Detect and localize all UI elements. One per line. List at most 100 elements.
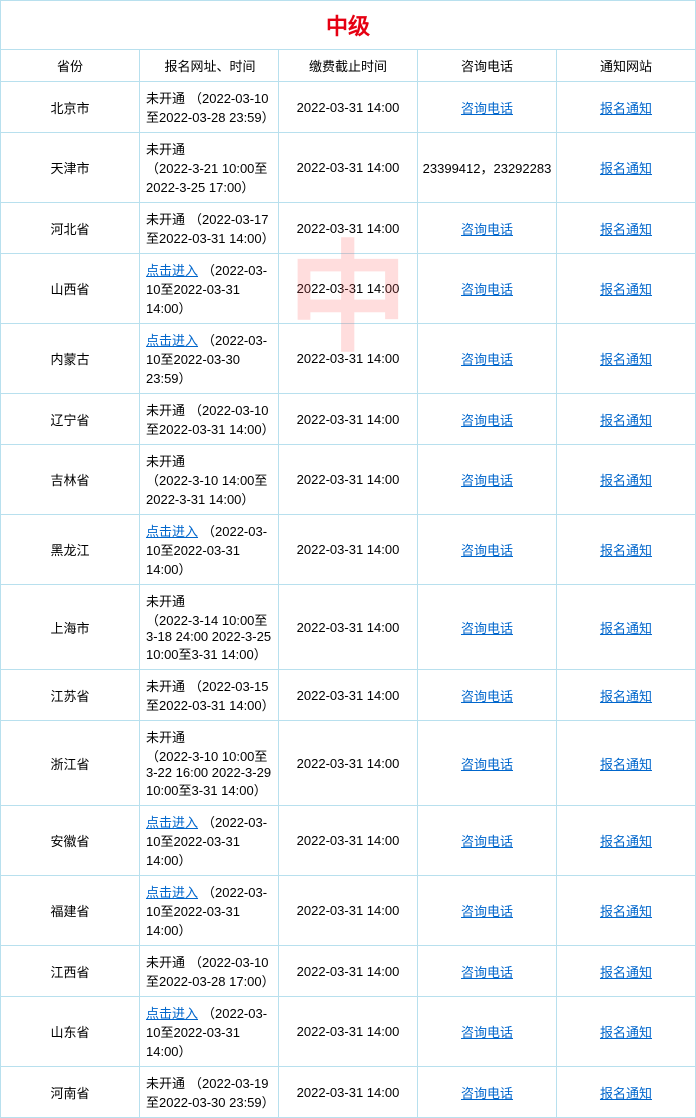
deadline-cell: 2022-03-31 14:00: [279, 946, 418, 997]
reg-status-text: 未开通: [146, 212, 185, 227]
notice-link[interactable]: 报名通知: [600, 689, 652, 704]
reg-entry-link[interactable]: 点击进入: [146, 524, 198, 539]
phone-link[interactable]: 咨询电话: [461, 1086, 513, 1101]
notice-cell: 报名通知: [557, 876, 696, 946]
notice-link[interactable]: 报名通知: [600, 834, 652, 849]
header-row: 省份 报名网址、时间 缴费截止时间 咨询电话 通知网站: [1, 50, 696, 82]
notice-cell: 报名通知: [557, 585, 696, 670]
phone-link[interactable]: 咨询电话: [461, 834, 513, 849]
header-phone: 咨询电话: [418, 50, 557, 82]
notice-link[interactable]: 报名通知: [600, 621, 652, 636]
reg-cell: 点击进入（2022-03-10至2022-03-30 23:59）: [140, 324, 279, 394]
notice-link[interactable]: 报名通知: [600, 904, 652, 919]
deadline-cell: 2022-03-31 14:00: [279, 997, 418, 1067]
header-notice: 通知网站: [557, 50, 696, 82]
reg-time-text: （2022-3-10 14:00至2022-3-31 14:00）: [146, 473, 267, 507]
phone-link[interactable]: 咨询电话: [461, 101, 513, 116]
table-row: 河南省未开通（2022-03-19至2022-03-30 23:59）2022-…: [1, 1067, 696, 1118]
reg-cell: 点击进入（2022-03-10至2022-03-31 14:00）: [140, 806, 279, 876]
phone-link[interactable]: 咨询电话: [461, 757, 513, 772]
reg-entry-link[interactable]: 点击进入: [146, 333, 198, 348]
phone-cell: 咨询电话: [418, 203, 557, 254]
reg-entry-link[interactable]: 点击进入: [146, 815, 198, 830]
reg-entry-link[interactable]: 点击进入: [146, 885, 198, 900]
deadline-cell: 2022-03-31 14:00: [279, 82, 418, 133]
phone-link[interactable]: 咨询电话: [461, 543, 513, 558]
notice-cell: 报名通知: [557, 670, 696, 721]
notice-cell: 报名通知: [557, 203, 696, 254]
notice-cell: 报名通知: [557, 82, 696, 133]
province-cell: 吉林省: [1, 445, 140, 515]
reg-cell: 点击进入（2022-03-10至2022-03-31 14:00）: [140, 254, 279, 324]
notice-link[interactable]: 报名通知: [600, 473, 652, 488]
province-cell: 山西省: [1, 254, 140, 324]
deadline-cell: 2022-03-31 14:00: [279, 1067, 418, 1118]
reg-cell: 未开通（2022-03-10至2022-03-31 14:00）: [140, 394, 279, 445]
notice-link[interactable]: 报名通知: [600, 101, 652, 116]
notice-link[interactable]: 报名通知: [600, 1086, 652, 1101]
notice-link[interactable]: 报名通知: [600, 222, 652, 237]
phone-link[interactable]: 咨询电话: [461, 689, 513, 704]
reg-entry-link[interactable]: 点击进入: [146, 1006, 198, 1021]
header-reg: 报名网址、时间: [140, 50, 279, 82]
table-row: 浙江省未开通（2022-3-10 10:00至3-22 16:00 2022-3…: [1, 721, 696, 806]
phone-link[interactable]: 咨询电话: [461, 473, 513, 488]
notice-link[interactable]: 报名通知: [600, 965, 652, 980]
phone-cell: 咨询电话: [418, 324, 557, 394]
table-row: 福建省点击进入（2022-03-10至2022-03-31 14:00）2022…: [1, 876, 696, 946]
province-cell: 河北省: [1, 203, 140, 254]
registration-table: 中级 省份 报名网址、时间 缴费截止时间 咨询电话 通知网站 北京市未开通（20…: [0, 0, 696, 1118]
province-cell: 福建省: [1, 876, 140, 946]
notice-link[interactable]: 报名通知: [600, 413, 652, 428]
notice-cell: 报名通知: [557, 324, 696, 394]
reg-cell: 未开通（2022-03-17至2022-03-31 14:00）: [140, 203, 279, 254]
phone-link[interactable]: 咨询电话: [461, 965, 513, 980]
reg-status-text: 未开通: [146, 403, 185, 418]
table-row: 吉林省未开通（2022-3-10 14:00至2022-3-31 14:00）2…: [1, 445, 696, 515]
notice-cell: 报名通知: [557, 997, 696, 1067]
notice-cell: 报名通知: [557, 721, 696, 806]
deadline-cell: 2022-03-31 14:00: [279, 806, 418, 876]
deadline-cell: 2022-03-31 14:00: [279, 394, 418, 445]
notice-link[interactable]: 报名通知: [600, 1025, 652, 1040]
deadline-cell: 2022-03-31 14:00: [279, 585, 418, 670]
table-row: 天津市未开通（2022-3-21 10:00至2022-3-25 17:00）2…: [1, 133, 696, 203]
reg-status-text: 未开通: [146, 679, 185, 694]
province-cell: 辽宁省: [1, 394, 140, 445]
phone-link[interactable]: 咨询电话: [461, 621, 513, 636]
deadline-cell: 2022-03-31 14:00: [279, 670, 418, 721]
reg-status-text: 未开通: [146, 454, 185, 469]
table-row: 江西省未开通（2022-03-10至2022-03-28 17:00）2022-…: [1, 946, 696, 997]
phone-link[interactable]: 咨询电话: [461, 282, 513, 297]
reg-cell: 未开通（2022-3-10 10:00至3-22 16:00 2022-3-29…: [140, 721, 279, 806]
phone-cell: 咨询电话: [418, 946, 557, 997]
table-row: 上海市未开通（2022-3-14 10:00至3-18 24:00 2022-3…: [1, 585, 696, 670]
reg-cell: 未开通（2022-3-21 10:00至2022-3-25 17:00）: [140, 133, 279, 203]
notice-link[interactable]: 报名通知: [600, 282, 652, 297]
deadline-cell: 2022-03-31 14:00: [279, 515, 418, 585]
phone-cell: 咨询电话: [418, 394, 557, 445]
phone-cell: 咨询电话: [418, 670, 557, 721]
table-row: 北京市未开通（2022-03-10至2022-03-28 23:59）2022-…: [1, 82, 696, 133]
phone-link[interactable]: 咨询电话: [461, 222, 513, 237]
notice-link[interactable]: 报名通知: [600, 161, 652, 176]
province-cell: 河南省: [1, 1067, 140, 1118]
notice-link[interactable]: 报名通知: [600, 543, 652, 558]
phone-cell: 咨询电话: [418, 82, 557, 133]
phone-link[interactable]: 咨询电话: [461, 1025, 513, 1040]
phone-link[interactable]: 咨询电话: [461, 352, 513, 367]
province-cell: 浙江省: [1, 721, 140, 806]
notice-link[interactable]: 报名通知: [600, 352, 652, 367]
reg-status-text: 未开通: [146, 1076, 185, 1091]
phone-link[interactable]: 咨询电话: [461, 413, 513, 428]
table-row: 黑龙江点击进入（2022-03-10至2022-03-31 14:00）2022…: [1, 515, 696, 585]
phone-link[interactable]: 咨询电话: [461, 904, 513, 919]
reg-time-text: （2022-3-21 10:00至2022-3-25 17:00）: [146, 161, 267, 195]
deadline-cell: 2022-03-31 14:00: [279, 721, 418, 806]
phone-cell: 咨询电话: [418, 806, 557, 876]
reg-time-text: （2022-3-10 10:00至3-22 16:00 2022-3-29 10…: [146, 749, 271, 798]
deadline-cell: 2022-03-31 14:00: [279, 133, 418, 203]
reg-entry-link[interactable]: 点击进入: [146, 263, 198, 278]
deadline-cell: 2022-03-31 14:00: [279, 876, 418, 946]
notice-link[interactable]: 报名通知: [600, 757, 652, 772]
